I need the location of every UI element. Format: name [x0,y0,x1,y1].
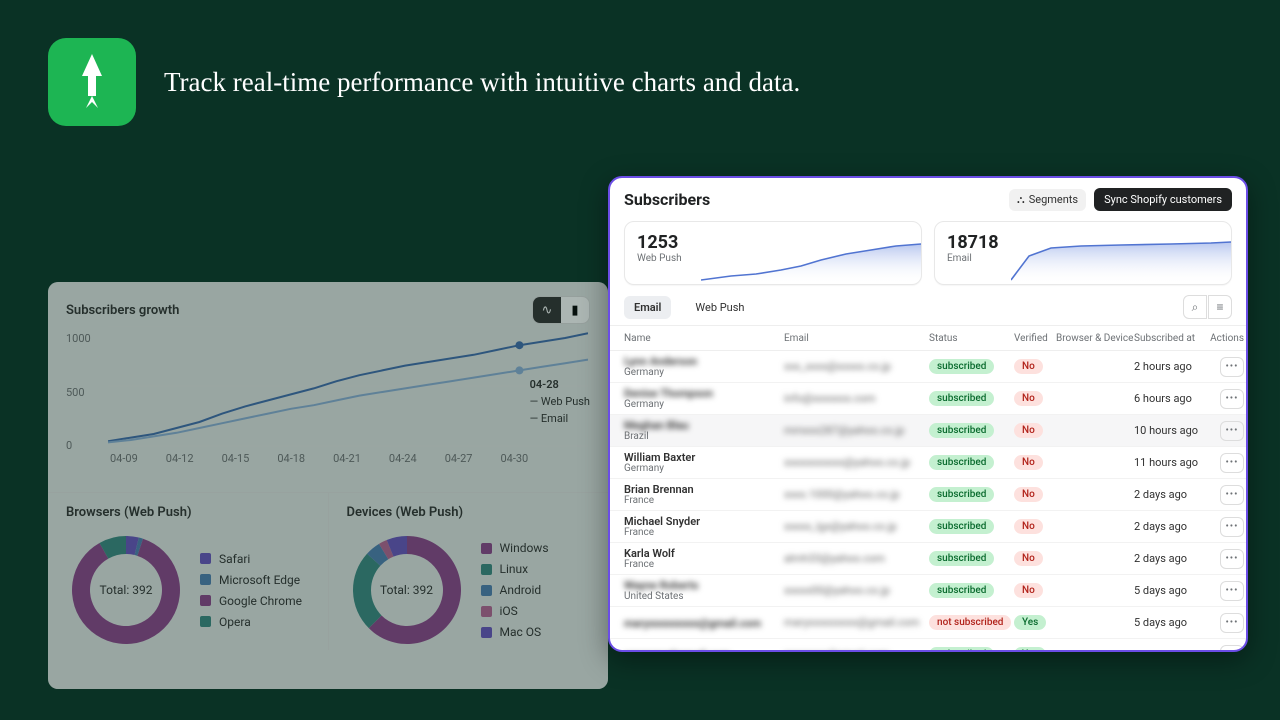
line-toggle-icon[interactable]: ∿ [533,297,561,323]
stat-email[interactable]: 18718 Email [934,221,1232,285]
legend-item: Google Chrome [200,594,302,608]
stat-webpush[interactable]: 1253 Web Push [624,221,922,285]
subscribers-title: Subscribers [624,190,710,209]
legend-item: Opera [200,615,302,629]
row-actions-button[interactable]: ••• [1220,581,1244,601]
segments-icon: ⛬ [1017,193,1025,207]
table-row: Brian BrennanFrance xxxx.1000@yahoo.co.j… [610,479,1246,511]
filter-icon[interactable]: ≡ [1208,295,1232,319]
sparkline-email [1011,236,1231,284]
channel-tabs: Email Web Push ⌕ ≡ [610,295,1246,319]
bar-toggle-icon[interactable]: ▮ [561,297,589,323]
legend-item: Mac OS [481,625,549,639]
growth-legend: 04-28 — Web Push — Email [530,378,590,425]
legend-item: Android [481,583,549,597]
table-row: maryxxxxxxxxx@gmail.com maryxxxxxxxxx@gm… [610,607,1246,639]
table-row: William BaxterGermany xxxxxxxxxxx@yahoo.… [610,447,1246,479]
stat-cards: 1253 Web Push 18718 Email [610,211,1246,295]
browsers-legend: Safari Microsoft Edge Google Chrome Opera [200,552,302,629]
sync-button[interactable]: Sync Shopify customers [1094,188,1232,211]
row-actions-button[interactable]: ••• [1220,517,1244,537]
search-icon[interactable]: ⌕ [1183,295,1207,319]
growth-card: Subscribers growth ∿ ▮ 1000 500 0 04-28 … [48,282,608,689]
table-row: Karla WolfFrance almh33@yahoo.com subscr… [610,543,1246,575]
devices-panel: Devices (Web Push) Total: 392 WindowsLin… [329,492,609,650]
row-actions-button[interactable]: ••• [1220,389,1244,409]
row-actions-button[interactable]: ••• [1220,645,1244,651]
hero-header: Track real-time performance with intuiti… [0,0,1280,136]
table-row: Michael SnyderFrance xxxxx_lgx@yahoo.co.… [610,511,1246,543]
subscribers-card: Subscribers ⛬Segments Sync Shopify custo… [608,176,1248,652]
row-actions-button[interactable]: ••• [1220,613,1244,633]
table-row: Denise ThompsonGermany info@xxxxxxx.com … [610,383,1246,415]
table-row: Lynn AndersonGermany xxx_xxxx@xxxxx.co.j… [610,351,1246,383]
growth-line-chart [108,326,588,456]
growth-x-axis: 04-0904-1204-1504-1804-2104-2404-2704-30 [110,452,528,465]
growth-title: Subscribers growth [66,303,179,318]
row-actions-button[interactable]: ••• [1220,357,1244,377]
growth-y-axis: 1000 500 0 [66,332,91,452]
legend-item: Microsoft Edge [200,573,302,587]
row-actions-button[interactable]: ••• [1220,453,1244,473]
table-row: xxxxxxxx@gmail.com xxxxxxxx@gmail.com su… [610,639,1246,650]
table-row: Meghan BlauBrazil mmxxx287@yahoo.co.jp s… [610,415,1246,447]
app-logo [48,38,136,126]
row-actions-button[interactable]: ••• [1220,485,1244,505]
browsers-panel: Browsers (Web Push) Total: 392 SafariMic… [48,492,329,650]
table-row: Wayne RobertsUnited States xxxxx00@yahoo… [610,575,1246,607]
legend-item: Linux [481,562,549,576]
table-header: Name Email Status Verified Browser & Dev… [610,325,1246,351]
tab-email[interactable]: Email [624,296,671,319]
legend-item: Windows [481,541,549,555]
sparkline-webpush [701,236,921,284]
legend-item: Safari [200,552,302,566]
chart-type-toggle[interactable]: ∿ ▮ [532,296,590,324]
row-actions-button[interactable]: ••• [1220,549,1244,569]
legend-item: iOS [481,604,549,618]
tab-webpush[interactable]: Web Push [685,296,754,319]
row-actions-button[interactable]: ••• [1220,421,1244,441]
segments-button[interactable]: ⛬Segments [1009,189,1086,211]
devices-legend: Windows Linux Android iOS Mac OS [481,541,549,639]
subscribers-table: Name Email Status Verified Browser & Dev… [610,319,1246,650]
hero-headline: Track real-time performance with intuiti… [164,67,800,98]
